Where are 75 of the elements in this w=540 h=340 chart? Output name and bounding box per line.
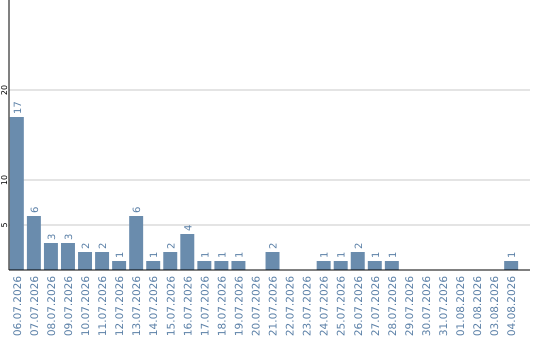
- bar: [112, 261, 126, 270]
- bar: [44, 243, 58, 270]
- x-tick-label: 11.07.2026: [97, 276, 110, 336]
- y-tick-label: 20: [0, 84, 9, 96]
- x-tick-label: 25.07.2026: [336, 276, 348, 336]
- x-tick-label: 06.07.2026: [12, 276, 24, 336]
- x-tick-label: 22.07.2026: [284, 276, 297, 336]
- data-label: 1: [336, 252, 348, 258]
- bar: [163, 252, 178, 270]
- x-tick-label: 23.07.2026: [302, 276, 314, 336]
- bar: [60, 243, 75, 270]
- x-tick-label: 30.07.2026: [420, 276, 433, 336]
- data-label: 1: [320, 252, 331, 258]
- data-label: 6: [30, 206, 41, 213]
- bar: [10, 117, 24, 270]
- y-tick-label: 5: [0, 222, 9, 228]
- bar: [129, 216, 144, 270]
- bar: [197, 261, 212, 270]
- x-tick-label: 20.07.2026: [250, 276, 262, 336]
- x-tick-label: 27.07.2026: [370, 276, 382, 336]
- data-label: 1: [234, 252, 246, 258]
- y-tick-label: 10: [0, 174, 9, 186]
- data-label: 2: [166, 242, 178, 249]
- x-tick-label: 14.07.2026: [148, 276, 160, 336]
- data-label: 1: [370, 252, 382, 258]
- x-tick-label: 13.07.2026: [131, 276, 144, 336]
- x-tick-label: 12.07.2026: [114, 276, 126, 336]
- x-tick-label: 02.08.2026: [472, 276, 484, 336]
- x-tick-label: 10.07.2026: [80, 276, 92, 336]
- data-label: 1: [115, 252, 126, 258]
- bar: [180, 234, 194, 270]
- x-tick-label: 15.07.2026: [165, 276, 178, 336]
- x-tick-label: 16.07.2026: [182, 276, 194, 336]
- x-tick-label: 28.07.2026: [386, 276, 399, 336]
- x-tick-label: 03.08.2026: [489, 276, 502, 336]
- data-label: 1: [149, 252, 160, 258]
- data-label: 2: [354, 242, 365, 249]
- x-tick-label: 26.07.2026: [352, 276, 365, 336]
- bar: [214, 261, 228, 270]
- bar: [146, 261, 160, 270]
- x-tick-label: 21.07.2026: [268, 276, 280, 336]
- data-label: 17: [12, 101, 24, 114]
- data-label: 1: [507, 252, 518, 258]
- bar: [231, 261, 246, 270]
- bar: [78, 252, 92, 270]
- x-tick-label: 31.07.2026: [438, 276, 450, 336]
- data-label: 2: [81, 242, 92, 249]
- bar: [266, 252, 280, 270]
- x-tick-label: 24.07.2026: [318, 276, 331, 336]
- x-tick-label: 01.08.2026: [455, 276, 468, 336]
- x-tick-label: 07.07.2026: [28, 276, 41, 336]
- bar: [316, 261, 331, 270]
- bar: [504, 261, 518, 270]
- bar: [384, 261, 399, 270]
- bar: [350, 252, 365, 270]
- data-label: 1: [200, 252, 212, 258]
- data-label: 4: [183, 224, 194, 231]
- bar: [26, 216, 41, 270]
- x-tick-label: 08.07.2026: [46, 276, 58, 336]
- data-label: 3: [46, 234, 58, 240]
- data-label: 2: [98, 242, 110, 249]
- bar: [368, 261, 382, 270]
- data-label: 1: [217, 252, 228, 258]
- data-label: 6: [132, 206, 144, 213]
- data-label: 2: [268, 242, 280, 249]
- bar: [334, 261, 348, 270]
- x-tick-label: 29.07.2026: [404, 276, 416, 336]
- data-label: 1: [388, 252, 399, 258]
- bar: [95, 252, 110, 270]
- x-tick-label: 18.07.2026: [216, 276, 228, 336]
- data-label: 3: [64, 234, 75, 240]
- x-tick-label: 09.07.2026: [62, 276, 75, 336]
- x-tick-label: 19.07.2026: [233, 276, 246, 336]
- x-tick-label: 17.07.2026: [199, 276, 212, 336]
- x-tick-label: 04.08.2026: [506, 276, 518, 336]
